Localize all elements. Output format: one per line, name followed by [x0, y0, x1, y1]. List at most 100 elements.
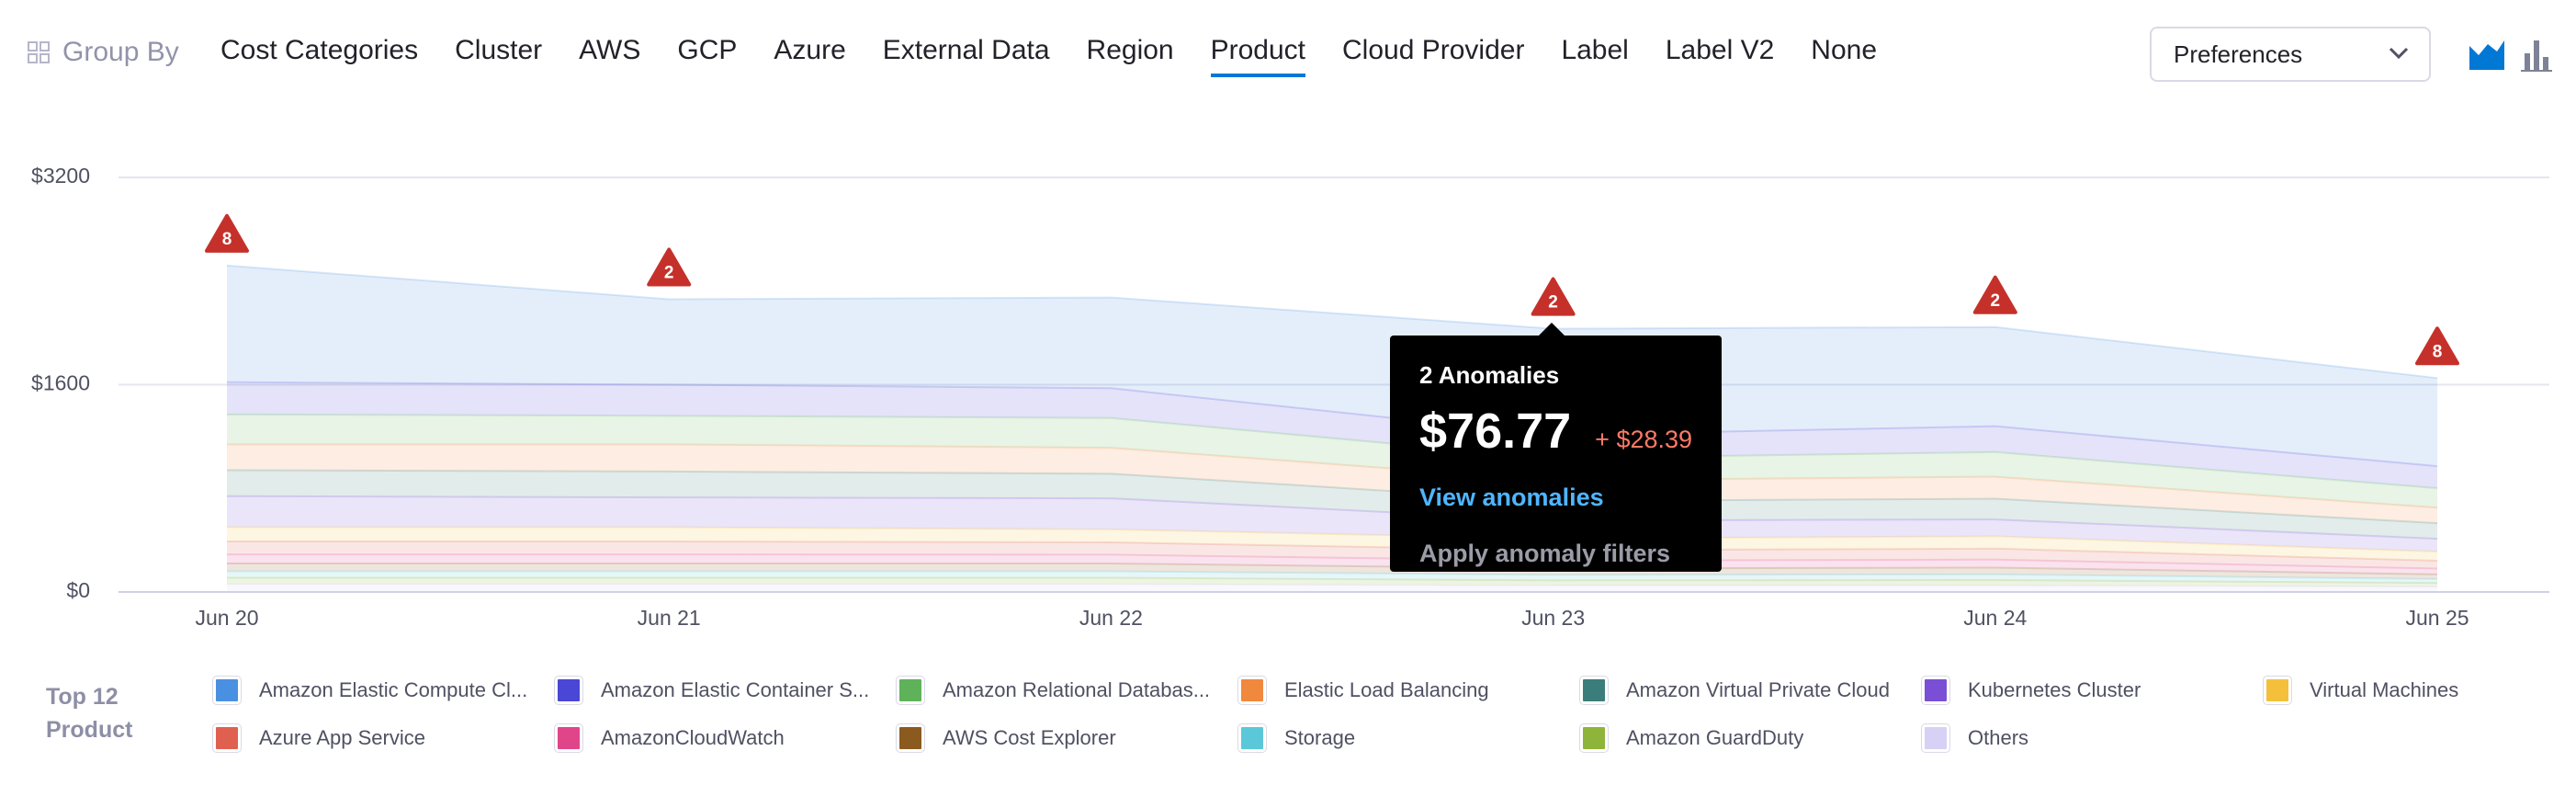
y-tick-label: $3200 [31, 164, 90, 188]
area-edge [227, 570, 2438, 580]
group-tab[interactable]: Cluster [455, 35, 543, 65]
legend-label: Elastic Load Balancing [1284, 678, 1489, 701]
area-edge [227, 540, 2438, 563]
legend-swatch [1238, 724, 1266, 752]
area [227, 381, 2437, 489]
area [227, 265, 2437, 467]
group-tab[interactable]: Cost Categories [220, 35, 419, 65]
legend-item[interactable]: AWS Cost Explorer [897, 723, 1238, 753]
area-edge [226, 469, 2438, 525]
group-tab[interactable]: Label V2 [1665, 35, 1775, 65]
x-tick-label: Jun 22 [1079, 606, 1143, 630]
legend-item[interactable]: Amazon Virtual Private Cloud [1580, 676, 1922, 705]
legend-item[interactable]: Amazon GuardDuty [1580, 723, 1922, 753]
anomaly-count: 8 [222, 230, 232, 249]
legend-item[interactable]: AmazonCloudWatch [555, 723, 897, 753]
anomaly-count: 8 [2433, 342, 2443, 361]
legend-item[interactable]: Kubernetes Cluster [1922, 676, 2264, 705]
area [227, 470, 2437, 540]
legend-label: Amazon Elastic Container S... [601, 678, 870, 701]
legend-item[interactable]: Amazon Relational Databas... [897, 676, 1238, 705]
group-tab[interactable]: Product [1210, 35, 1305, 77]
x-tick-label: Jun 21 [638, 606, 701, 630]
preferences-dropdown[interactable]: Preferences [2150, 27, 2431, 82]
view-anomalies-link[interactable]: View anomalies [1419, 484, 1604, 511]
group-tab[interactable]: Cloud Provider [1342, 35, 1525, 65]
legend-item[interactable]: Virtual Machines [2264, 676, 2576, 705]
legend-item[interactable]: Azure App Service [213, 723, 555, 753]
group-tab[interactable]: Label [1561, 35, 1629, 65]
area-edge [226, 264, 2438, 380]
preferences-label: Preferences [2174, 40, 2303, 68]
group-tab[interactable]: Azure [774, 35, 846, 65]
area [227, 584, 2437, 592]
group-tab[interactable]: GCP [677, 35, 738, 65]
area-edge [226, 495, 2438, 540]
legend-item[interactable]: Elastic Load Balancing [1238, 676, 1580, 705]
legend-label: AmazonCloudWatch [601, 726, 785, 749]
group-tab[interactable]: None [1811, 35, 1877, 65]
legend-swatch [555, 724, 582, 752]
area [227, 577, 2437, 587]
group-icon [28, 41, 50, 63]
area [227, 444, 2437, 524]
area-edge [227, 583, 2438, 588]
legend-label: Amazon Virtual Private Cloud [1626, 678, 1890, 701]
legend-item[interactable]: Others [1922, 723, 2264, 753]
y-tick-label: $1600 [31, 371, 90, 395]
legend-swatch [1238, 677, 1266, 704]
legend: Amazon Elastic Compute Cl... Amazon Elast… [213, 676, 2565, 753]
group-tab[interactable]: AWS [579, 35, 641, 65]
legend-swatch [1580, 677, 1608, 704]
legend-label: Virtual Machines [2310, 678, 2459, 701]
legend-swatch [1922, 724, 1949, 752]
tabs: Cost Categories Cluster AWS GCP Azure Externa… [220, 35, 1877, 77]
area [227, 527, 2437, 562]
area [227, 495, 2437, 552]
anomaly-count: 2 [1548, 293, 1558, 313]
area [227, 541, 2437, 569]
group-by-label: Group By [62, 37, 179, 67]
legend-label: AWS Cost Explorer [943, 726, 1116, 749]
area-edge [227, 526, 2438, 553]
legend-label: Kubernetes Cluster [1968, 678, 2141, 701]
legend-label: Amazon Elastic Compute Cl... [259, 678, 528, 701]
legend-swatch [897, 724, 924, 752]
group-tab[interactable]: Region [1086, 35, 1174, 65]
anomaly-marker [205, 213, 249, 253]
area [227, 414, 2437, 508]
legend-label: Amazon GuardDuty [1626, 726, 1804, 749]
y-tick-label: $0 [66, 578, 90, 602]
legend-item[interactable]: Storage [1238, 723, 1580, 753]
x-tick-label: Jun 25 [2405, 606, 2469, 630]
legend-title: Top 12 Product [46, 684, 133, 743]
toolbar: Group By Cost Categories Cluster AWS GCP Azu… [0, 0, 2576, 110]
area-edge [226, 381, 2438, 468]
group-by: Group By [28, 37, 179, 68]
group-tab[interactable]: External Data [882, 35, 1050, 65]
anomaly-tooltip: 2 Anomalies $76.77 + $28.39 View anomali… [1390, 323, 1722, 572]
tooltip-values: $76.77 + $28.39 [1419, 403, 1722, 460]
area-edge [227, 562, 2438, 575]
area [227, 554, 2437, 575]
legend-item[interactable]: Amazon Elastic Compute Cl... [213, 676, 555, 705]
anomaly-marker [2415, 326, 2459, 366]
anomaly-count: 2 [664, 263, 674, 282]
legend-swatch [1922, 677, 1949, 704]
area-edge [226, 413, 2438, 490]
x-tick-label: Jun 20 [195, 606, 258, 630]
anomaly-marker [1972, 275, 2017, 314]
legend-label: Others [1968, 726, 2029, 749]
legend-swatch [1580, 724, 1608, 752]
chart-type-toggle[interactable] [2468, 37, 2569, 74]
apply-filters-link[interactable]: Apply anomaly filters [1419, 540, 1671, 567]
area-edge [227, 553, 2438, 570]
legend-item[interactable]: Amazon Elastic Container S... [555, 676, 897, 705]
tooltip-title: 2 Anomalies [1419, 361, 1560, 389]
chevron [2389, 47, 2409, 60]
legend-label: Azure App Service [259, 726, 425, 749]
area-edge [227, 576, 2438, 585]
legend-label: Storage [1284, 726, 1356, 749]
